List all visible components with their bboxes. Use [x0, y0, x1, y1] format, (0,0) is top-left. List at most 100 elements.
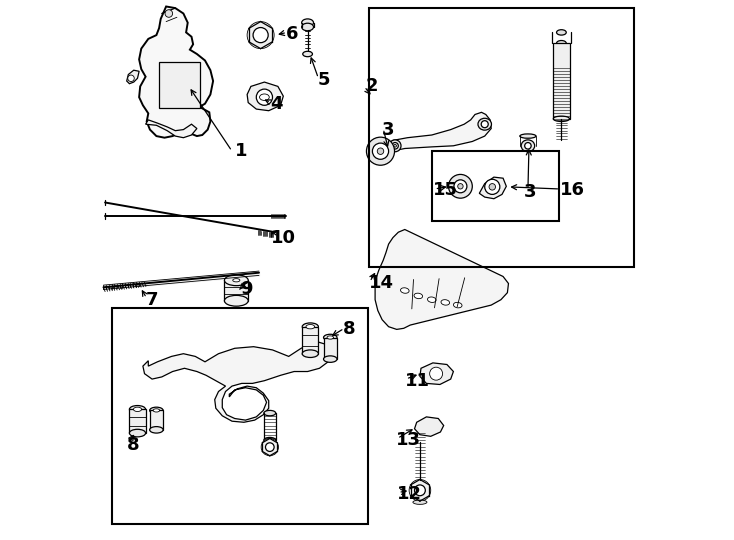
- Text: 3: 3: [382, 120, 395, 139]
- Ellipse shape: [478, 118, 492, 130]
- Text: 9: 9: [240, 280, 252, 298]
- Text: 11: 11: [404, 372, 430, 390]
- Text: 5: 5: [317, 71, 330, 89]
- Ellipse shape: [302, 350, 319, 357]
- Ellipse shape: [302, 51, 313, 57]
- Bar: [553, 43, 570, 119]
- Ellipse shape: [392, 143, 399, 149]
- Circle shape: [484, 179, 500, 194]
- Ellipse shape: [389, 140, 401, 152]
- Text: 6: 6: [286, 25, 299, 43]
- Ellipse shape: [153, 409, 159, 412]
- Text: 3: 3: [523, 183, 536, 201]
- Circle shape: [128, 75, 134, 82]
- Bar: [129, 409, 145, 433]
- Text: 16: 16: [560, 181, 585, 199]
- Circle shape: [415, 485, 425, 496]
- Ellipse shape: [302, 19, 313, 26]
- Circle shape: [256, 89, 272, 105]
- Ellipse shape: [173, 78, 185, 93]
- Ellipse shape: [129, 406, 145, 413]
- Ellipse shape: [393, 144, 396, 147]
- Polygon shape: [145, 120, 197, 138]
- Bar: [324, 338, 338, 359]
- Ellipse shape: [482, 120, 488, 128]
- Polygon shape: [375, 230, 509, 329]
- Polygon shape: [388, 112, 491, 151]
- Circle shape: [165, 10, 172, 17]
- Ellipse shape: [414, 293, 423, 299]
- Polygon shape: [127, 70, 139, 84]
- Text: 8: 8: [127, 436, 139, 455]
- Ellipse shape: [427, 297, 436, 302]
- Ellipse shape: [521, 140, 534, 152]
- Ellipse shape: [525, 143, 531, 149]
- Bar: [112, 308, 368, 524]
- Circle shape: [429, 367, 443, 380]
- Ellipse shape: [327, 336, 333, 339]
- Text: 2: 2: [366, 77, 379, 96]
- Ellipse shape: [225, 275, 248, 286]
- Circle shape: [266, 443, 274, 451]
- Text: 12: 12: [396, 485, 422, 503]
- Ellipse shape: [324, 356, 337, 362]
- Bar: [150, 410, 164, 430]
- Circle shape: [195, 101, 200, 106]
- Ellipse shape: [556, 30, 566, 35]
- Ellipse shape: [454, 302, 462, 308]
- Circle shape: [366, 137, 395, 165]
- Circle shape: [372, 143, 388, 159]
- Bar: [432, 151, 559, 221]
- Text: 10: 10: [271, 228, 296, 247]
- Text: 15: 15: [433, 181, 458, 199]
- Ellipse shape: [302, 323, 319, 330]
- Ellipse shape: [166, 70, 192, 100]
- Bar: [159, 62, 200, 108]
- Circle shape: [247, 22, 274, 49]
- Ellipse shape: [302, 23, 313, 31]
- Ellipse shape: [324, 334, 337, 341]
- Text: 7: 7: [145, 291, 158, 309]
- Circle shape: [458, 184, 463, 189]
- Circle shape: [377, 148, 384, 154]
- Bar: [302, 327, 319, 354]
- Ellipse shape: [129, 429, 145, 437]
- Ellipse shape: [413, 500, 427, 504]
- Circle shape: [409, 480, 431, 501]
- Bar: [368, 8, 634, 267]
- Polygon shape: [479, 177, 506, 199]
- Text: 8: 8: [344, 320, 356, 339]
- Polygon shape: [415, 417, 443, 436]
- Polygon shape: [247, 82, 283, 111]
- Text: 13: 13: [396, 431, 421, 449]
- Ellipse shape: [264, 437, 276, 443]
- Text: 4: 4: [270, 94, 283, 113]
- Circle shape: [454, 180, 467, 193]
- Ellipse shape: [150, 427, 163, 433]
- Polygon shape: [143, 341, 330, 422]
- Polygon shape: [420, 363, 454, 384]
- Ellipse shape: [306, 325, 315, 329]
- Ellipse shape: [233, 279, 240, 282]
- Text: 1: 1: [235, 142, 247, 160]
- Ellipse shape: [401, 288, 409, 293]
- Ellipse shape: [520, 134, 536, 138]
- Circle shape: [160, 63, 166, 69]
- Ellipse shape: [556, 40, 566, 46]
- Ellipse shape: [260, 94, 269, 100]
- Ellipse shape: [134, 407, 142, 411]
- Ellipse shape: [441, 300, 450, 305]
- Circle shape: [195, 63, 200, 69]
- Circle shape: [160, 101, 166, 106]
- Circle shape: [253, 28, 268, 43]
- Bar: [225, 280, 248, 301]
- Polygon shape: [139, 6, 213, 138]
- Ellipse shape: [553, 116, 570, 122]
- Circle shape: [261, 438, 278, 456]
- Ellipse shape: [225, 295, 248, 306]
- Text: 14: 14: [368, 274, 393, 293]
- Ellipse shape: [150, 407, 163, 414]
- Circle shape: [448, 174, 472, 198]
- Ellipse shape: [264, 410, 276, 416]
- Circle shape: [489, 184, 495, 190]
